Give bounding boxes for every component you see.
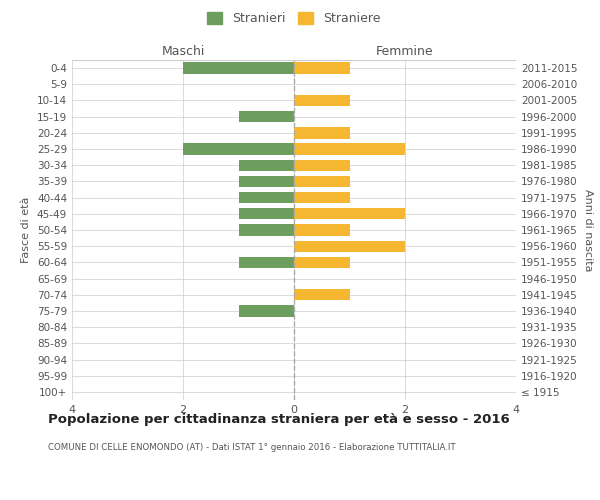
- Text: Femmine: Femmine: [376, 45, 434, 58]
- Bar: [239, 208, 294, 220]
- Bar: [294, 127, 350, 138]
- Bar: [294, 208, 405, 220]
- Bar: [239, 256, 294, 268]
- Bar: [239, 160, 294, 171]
- Bar: [294, 240, 405, 252]
- Bar: [294, 95, 350, 106]
- Text: Maschi: Maschi: [161, 45, 205, 58]
- Text: Popolazione per cittadinanza straniera per età e sesso - 2016: Popolazione per cittadinanza straniera p…: [48, 412, 510, 426]
- Bar: [294, 144, 405, 154]
- Bar: [239, 192, 294, 203]
- Y-axis label: Fasce di età: Fasce di età: [22, 197, 31, 263]
- Bar: [294, 289, 350, 300]
- Bar: [294, 160, 350, 171]
- Text: COMUNE DI CELLE ENOMONDO (AT) - Dati ISTAT 1° gennaio 2016 - Elaborazione TUTTIT: COMUNE DI CELLE ENOMONDO (AT) - Dati IST…: [48, 442, 455, 452]
- Bar: [294, 62, 350, 74]
- Bar: [239, 176, 294, 187]
- Bar: [239, 111, 294, 122]
- Legend: Stranieri, Straniere: Stranieri, Straniere: [203, 8, 385, 29]
- Y-axis label: Anni di nascita: Anni di nascita: [583, 188, 593, 271]
- Bar: [183, 144, 294, 154]
- Bar: [294, 224, 350, 235]
- Bar: [183, 62, 294, 74]
- Bar: [294, 256, 350, 268]
- Bar: [294, 192, 350, 203]
- Bar: [239, 224, 294, 235]
- Bar: [294, 176, 350, 187]
- Bar: [239, 306, 294, 316]
